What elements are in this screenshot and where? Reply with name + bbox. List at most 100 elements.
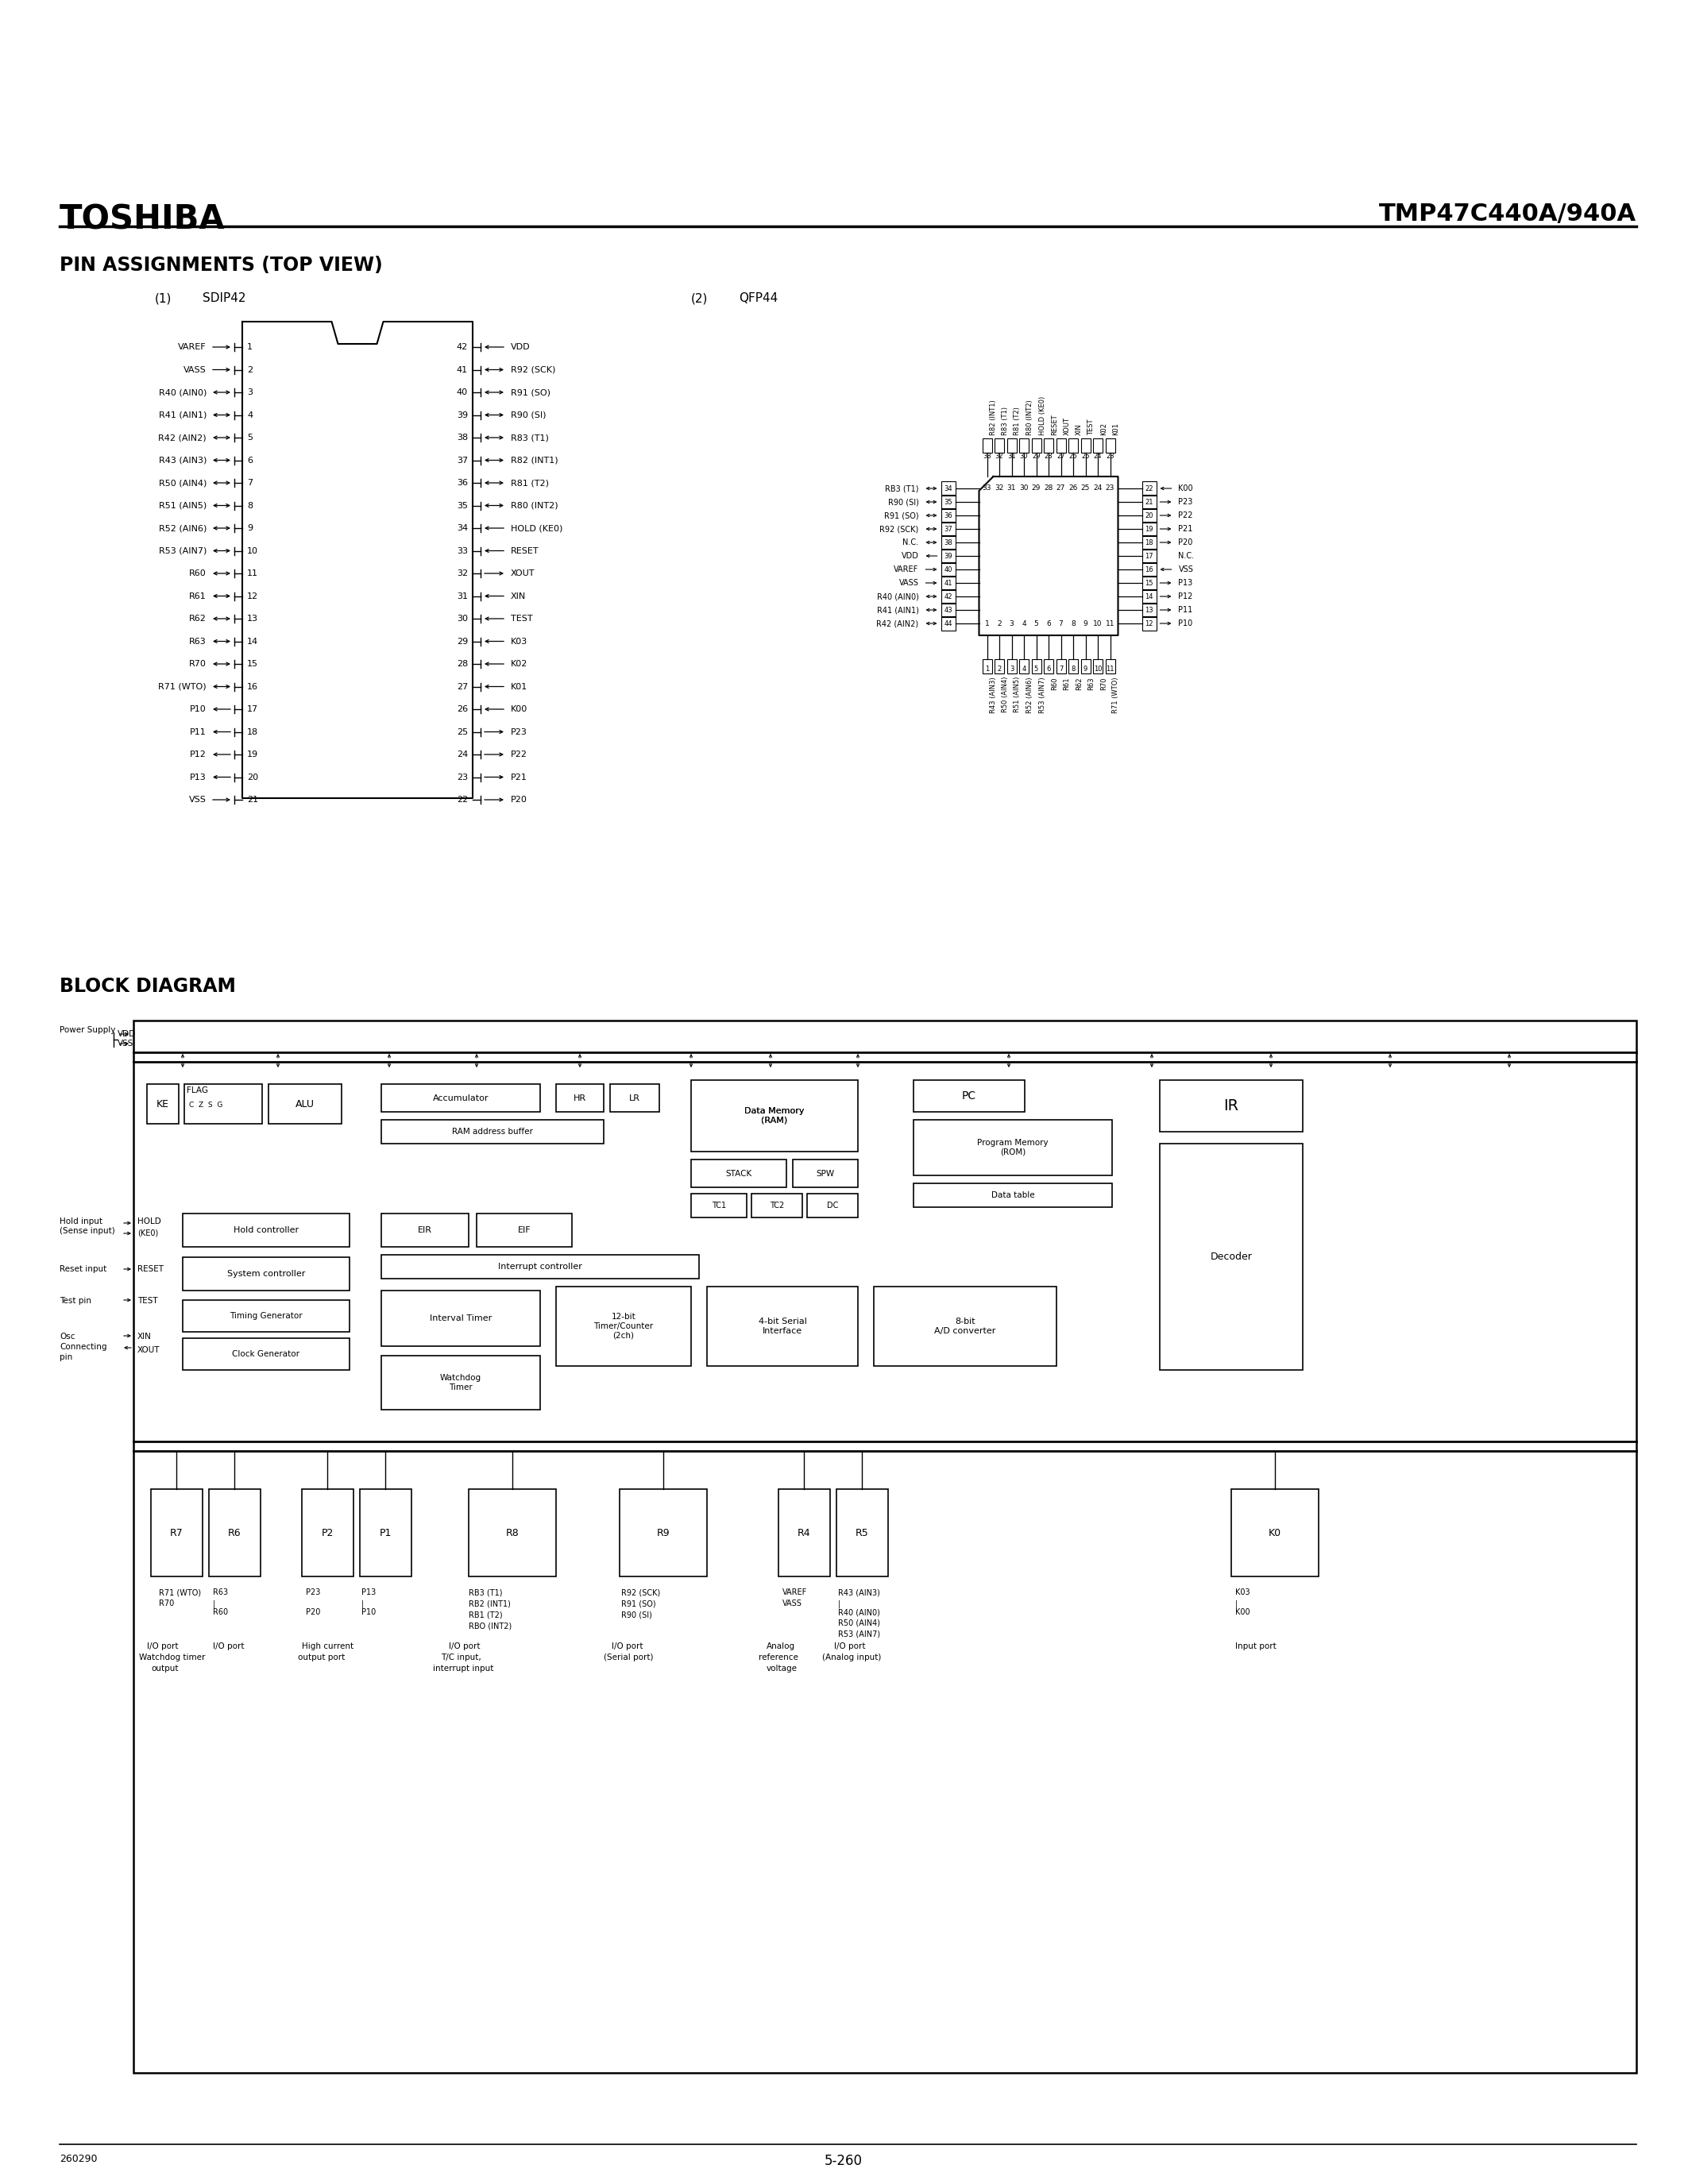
Text: Power Supply: Power Supply (59, 1026, 115, 1033)
Text: |: | (213, 1599, 216, 1607)
Text: R70: R70 (1101, 677, 1107, 690)
Text: 10: 10 (246, 546, 258, 555)
Text: 28: 28 (456, 660, 468, 668)
Bar (874, 1286, 1057, 1365)
Text: P1: P1 (380, 1527, 392, 1538)
Text: R70: R70 (189, 660, 206, 668)
Text: R5: R5 (856, 1527, 869, 1538)
Bar (994, 660, 1004, 673)
Bar (182, 1214, 349, 1247)
Bar (209, 1489, 260, 1577)
Text: R41 (AIN1): R41 (AIN1) (159, 411, 206, 419)
Text: 40: 40 (457, 389, 468, 395)
Text: K02: K02 (1101, 422, 1107, 435)
Text: 8: 8 (1072, 666, 1075, 673)
Bar (381, 1356, 540, 1409)
Bar (778, 1489, 830, 1577)
Text: RB2 (INT1): RB2 (INT1) (469, 1599, 511, 1607)
Text: HOLD: HOLD (137, 1216, 160, 1225)
Text: R51 (AIN5): R51 (AIN5) (1014, 677, 1021, 712)
Bar (182, 1339, 349, 1369)
Bar (1069, 439, 1079, 452)
Text: 8: 8 (1070, 620, 1075, 627)
Text: 5: 5 (246, 435, 253, 441)
Text: R63: R63 (1087, 677, 1096, 690)
Bar (1020, 660, 1028, 673)
Text: 18: 18 (246, 727, 258, 736)
Text: 6: 6 (1047, 666, 1050, 673)
Bar (707, 1286, 858, 1365)
Text: 8: 8 (246, 502, 253, 509)
Bar (940, 522, 955, 535)
Text: 1: 1 (984, 666, 989, 673)
Bar (1141, 577, 1156, 590)
Text: 11: 11 (1106, 666, 1114, 673)
Text: R40 (AIN0): R40 (AIN0) (876, 592, 918, 601)
Text: 24: 24 (456, 751, 468, 758)
Bar (1141, 480, 1156, 496)
Text: 27: 27 (1057, 452, 1065, 459)
Text: R71 (WTO): R71 (WTO) (1112, 677, 1119, 712)
Text: 37: 37 (457, 456, 468, 465)
Text: EIF: EIF (518, 1225, 530, 1234)
Bar (302, 1489, 353, 1577)
Bar (913, 1184, 1112, 1208)
Text: Input port: Input port (1236, 1642, 1276, 1651)
Text: 12-bit
Timer/Counter
(2ch): 12-bit Timer/Counter (2ch) (594, 1313, 653, 1339)
Text: |: | (361, 1599, 365, 1607)
Text: 31: 31 (1008, 485, 1016, 491)
Text: reference: reference (758, 1653, 798, 1662)
Bar (1057, 439, 1065, 452)
Bar (1141, 509, 1156, 522)
Text: 12: 12 (1144, 620, 1153, 627)
Text: R9: R9 (657, 1527, 670, 1538)
Text: 29: 29 (456, 638, 468, 644)
Text: R42 (AIN2): R42 (AIN2) (876, 620, 918, 627)
Text: R6: R6 (228, 1527, 241, 1538)
Text: XOUT: XOUT (137, 1345, 160, 1354)
Text: 16: 16 (246, 684, 258, 690)
Text: 1: 1 (246, 343, 253, 352)
Text: pin: pin (59, 1354, 73, 1361)
Text: K01: K01 (511, 684, 528, 690)
Text: R83 (T1): R83 (T1) (1001, 406, 1009, 435)
Text: |: | (1236, 1599, 1237, 1607)
Bar (381, 1256, 699, 1278)
Text: 17: 17 (246, 705, 258, 714)
Text: TEST: TEST (511, 614, 533, 622)
Text: R7: R7 (170, 1527, 184, 1538)
Text: K00: K00 (511, 705, 528, 714)
Bar (1057, 660, 1065, 673)
Bar (609, 1083, 660, 1112)
Text: QFP44: QFP44 (739, 293, 778, 304)
Text: N.C.: N.C. (903, 539, 918, 546)
Text: XOUT: XOUT (511, 570, 535, 577)
Bar (182, 1258, 349, 1291)
Text: 23: 23 (457, 773, 468, 782)
Bar (1069, 660, 1079, 673)
Text: VDD: VDD (901, 553, 918, 559)
Bar (1080, 439, 1090, 452)
Text: Clock Generator: Clock Generator (233, 1350, 300, 1358)
Text: R8: R8 (506, 1527, 518, 1538)
Text: R50 (AIN4): R50 (AIN4) (837, 1618, 879, 1627)
Text: RB3 (T1): RB3 (T1) (885, 485, 918, 491)
Text: 24: 24 (1094, 485, 1102, 491)
Text: 30: 30 (1020, 485, 1028, 491)
Text: R83 (T1): R83 (T1) (511, 435, 549, 441)
Bar (555, 1286, 690, 1365)
Text: 35: 35 (457, 502, 468, 509)
Text: 7: 7 (1058, 666, 1063, 673)
Bar (1141, 603, 1156, 618)
Bar (1031, 439, 1041, 452)
Text: R61: R61 (189, 592, 206, 601)
Text: R92 (SCK): R92 (SCK) (511, 365, 555, 373)
Text: Watchdog timer: Watchdog timer (138, 1653, 206, 1662)
Bar (913, 1081, 1025, 1112)
Text: Decoder: Decoder (1210, 1251, 1252, 1262)
Text: 39: 39 (457, 411, 468, 419)
Text: 40: 40 (944, 566, 952, 572)
Text: R53 (AIN7): R53 (AIN7) (1038, 677, 1047, 712)
Text: R82 (INT1): R82 (INT1) (511, 456, 559, 465)
Text: K03: K03 (1236, 1588, 1251, 1597)
